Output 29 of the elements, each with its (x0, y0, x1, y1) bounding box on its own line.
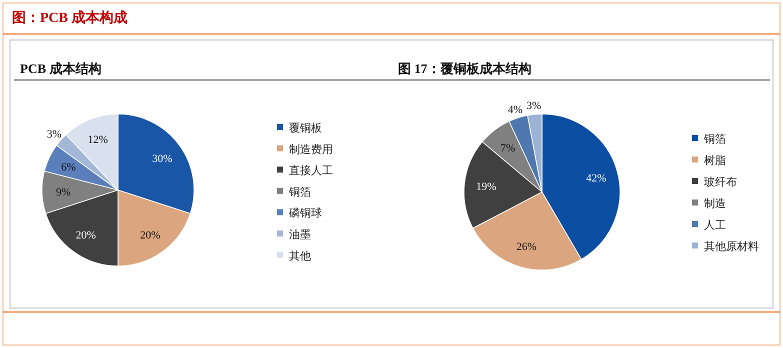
data-label: 30% (152, 152, 172, 165)
chart-subtitle: 图 17：覆铜板成本结构 (398, 61, 532, 76)
data-label: 42% (586, 172, 606, 184)
legend-label: 制造 (704, 197, 726, 210)
legend-label: 玻纤布 (704, 176, 737, 188)
data-label: 4% (508, 104, 523, 116)
legend-label: 油墨 (289, 228, 311, 241)
data-label: 20% (76, 229, 96, 242)
data-label: 12% (88, 134, 108, 146)
data-label: 19% (476, 180, 496, 193)
legend-label: 树脂 (704, 154, 726, 167)
data-label: 9% (56, 186, 71, 199)
data-label: 3% (46, 128, 62, 141)
legend-label: 覆铜板 (289, 122, 322, 134)
data-label: 26% (516, 240, 537, 253)
data-label: 20% (140, 229, 160, 242)
chart-title: 图：PCB 成本构成 (12, 10, 128, 26)
legend-label: 铜箔 (288, 185, 311, 198)
legend-label: 人工 (704, 218, 726, 232)
data-label: 6% (61, 162, 76, 174)
legend-label: 制造费用 (289, 142, 333, 156)
legend-label: 其他 (289, 249, 311, 262)
legend-label: 直接人工 (289, 164, 333, 178)
legend-label: 其他原材料 (704, 240, 759, 253)
legend-label: 铜箔 (703, 132, 726, 146)
data-label: 7% (500, 142, 516, 154)
chart-subtitle: PCB 成本结构 (20, 61, 102, 76)
data-label: 3% (526, 100, 542, 112)
legend-label: 磷铜球 (288, 206, 322, 220)
